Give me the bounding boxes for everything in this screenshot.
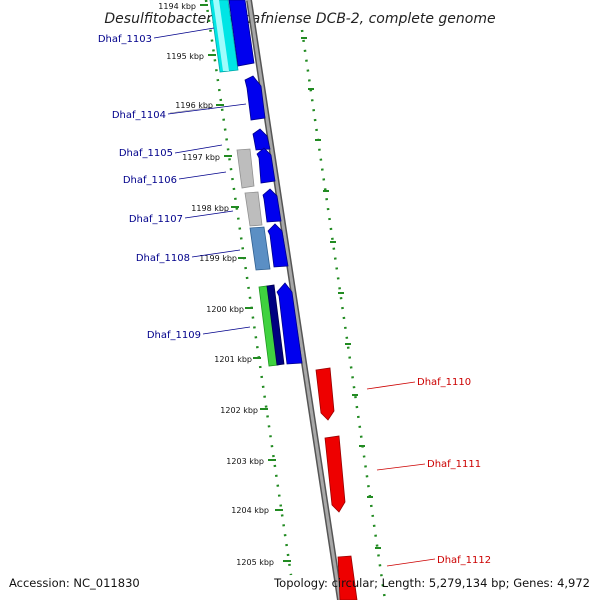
gene-label: Dhaf_1106 (123, 175, 177, 186)
kbp-tick-label: 1195 kbp (166, 52, 204, 61)
gene-label: Dhaf_1104 (112, 110, 166, 121)
kbp-tick-label: 1202 kbp (220, 406, 258, 415)
gene-leader-line (202, 326, 251, 335)
gene-leader-line (178, 171, 227, 180)
gene-arrow-reverse (315, 367, 335, 421)
gene-arrow-forward (276, 282, 303, 365)
gene-leader-line (376, 463, 426, 471)
genome-backbone (246, 0, 343, 600)
cds-class-track (209, 0, 285, 367)
gene-label: Dhaf_1108 (136, 253, 190, 264)
reverse-gene-track (315, 367, 358, 600)
kbp-tick-label: 1201 kbp (214, 355, 252, 364)
kbp-tick-label: 1196 kbp (175, 101, 213, 110)
kbp-tick-label: 1204 kbp (231, 506, 269, 515)
gene-label: Dhaf_1103 (98, 34, 152, 45)
gene-label: Dhaf_1107 (129, 214, 183, 225)
gene-arrow-reverse (324, 435, 346, 513)
kbp-tick-label: 1205 kbp (236, 558, 274, 567)
gene-arrow-forward (244, 75, 266, 121)
cds-feature-grey (236, 148, 255, 189)
gene-label: Dhaf_1112 (437, 555, 491, 566)
gene-label: Dhaf_1111 (427, 459, 481, 470)
gene-arrow-reverse (337, 555, 358, 600)
map-title: Desulfitobacterium hafniense DCB-2, comp… (104, 11, 495, 27)
gene-leader-line (386, 558, 436, 567)
gene-leader-line (153, 27, 215, 39)
cds-feature-grey (244, 191, 263, 227)
cds-feature-cyan-highlight (213, 0, 229, 71)
kbp-tick-label: 1203 kbp (226, 457, 264, 466)
kbp-tick-group: 1194 kbp 1195 kbp 1196 kbp 1197 kbp 1198… (158, 2, 291, 567)
gene-arrow-forward (262, 188, 282, 223)
gene-leader-line (366, 381, 416, 390)
gene-leader-line (167, 103, 247, 115)
gene-arrow-forward (267, 223, 289, 268)
gene-leader-line (184, 210, 234, 219)
kbp-tick-label: 1197 kbp (182, 153, 220, 162)
inner-tick-ring (204, 0, 293, 576)
cds-feature-navy (266, 284, 285, 366)
gene-label: Dhaf_1110 (417, 377, 471, 388)
gene-arrow-forward (256, 147, 276, 184)
gene-label-group: Dhaf_1103 Dhaf_1104 Dhaf_1105 Dhaf_1106 … (98, 27, 491, 567)
gene-label: Dhaf_1105 (119, 148, 173, 159)
accession-label: Accession: NC_011830 (9, 576, 140, 590)
gene-arrow-forward (252, 128, 271, 151)
gene-leader-line (174, 144, 223, 154)
kbp-tick-label: 1194 kbp (158, 2, 196, 11)
kbp-tick-leader (169, 106, 214, 114)
kbp-tick-label: 1200 kbp (206, 305, 244, 314)
cds-feature-steelblue (249, 226, 271, 271)
gene-leader-line (191, 249, 241, 258)
forward-gene-track (228, 0, 303, 365)
outer-ring-minor-ticks (301, 37, 381, 549)
kbp-tick-label: 1198 kbp (191, 204, 229, 213)
genome-summary-label: Topology: circular; Length: 5,279,134 bp… (273, 576, 590, 590)
gene-arrow-forward (228, 0, 255, 67)
kbp-tick-label: 1199 kbp (199, 254, 237, 263)
outer-tick-ring (300, 29, 387, 600)
gene-label: Dhaf_1109 (147, 330, 201, 341)
